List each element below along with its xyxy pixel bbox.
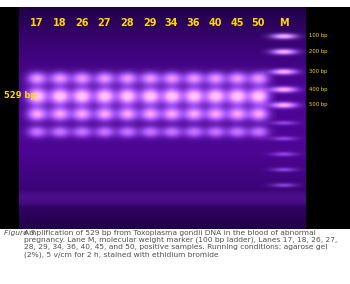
Text: Figure 3: Figure 3 (4, 230, 37, 236)
Text: 29: 29 (143, 18, 156, 28)
Text: 100 bp: 100 bp (309, 34, 327, 38)
Text: 300 bp: 300 bp (309, 69, 327, 74)
Text: 500 bp: 500 bp (309, 102, 327, 107)
Text: 18: 18 (53, 18, 66, 28)
Text: M: M (279, 18, 288, 28)
Text: 34: 34 (165, 18, 178, 28)
Text: 45: 45 (230, 18, 244, 28)
Text: 40: 40 (209, 18, 222, 28)
Text: 529 bp: 529 bp (4, 91, 37, 100)
Text: Amplification of 529 bp from Toxoplasma gondii DNA in the blood of abnormal preg: Amplification of 529 bp from Toxoplasma … (25, 230, 338, 258)
Text: 200 bp: 200 bp (309, 49, 327, 54)
Text: 28: 28 (120, 18, 134, 28)
Text: 17: 17 (30, 18, 43, 28)
Text: 36: 36 (187, 18, 200, 28)
Text: 26: 26 (75, 18, 88, 28)
Text: 27: 27 (98, 18, 111, 28)
Text: 400 bp: 400 bp (309, 87, 327, 91)
Text: 50: 50 (252, 18, 265, 28)
